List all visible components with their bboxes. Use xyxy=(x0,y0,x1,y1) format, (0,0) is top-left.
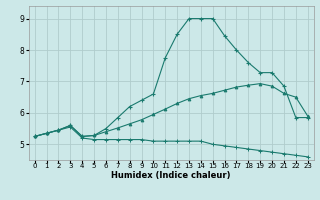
X-axis label: Humidex (Indice chaleur): Humidex (Indice chaleur) xyxy=(111,171,231,180)
